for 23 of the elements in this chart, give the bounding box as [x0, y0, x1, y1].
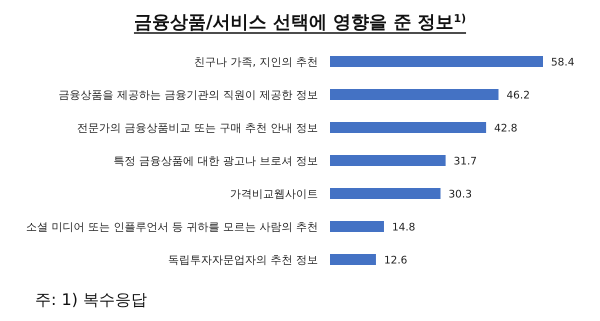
bar — [330, 89, 499, 100]
data-label: 31.7 — [454, 156, 478, 168]
data-label: 46.2 — [506, 90, 530, 102]
y-tick-label: 소셜 미디어 또는 인플루언서 등 귀하를 모르는 사람의 추천 — [26, 220, 318, 234]
bar — [330, 254, 376, 265]
y-tick-label: 독립투자자문업자의 추천 정보 — [168, 254, 318, 266]
data-label: 58.4 — [551, 56, 575, 68]
text: 주: 1) 복수응답 — [35, 290, 147, 309]
bar — [330, 221, 384, 232]
y-tick-label: 금융상품을 제공하는 금융기관의 직원이 제공한 정보 — [58, 88, 318, 102]
y-tick-label: 친구나 가족, 지인의 추천 — [194, 56, 318, 68]
bar — [330, 122, 486, 133]
chart-title: 금융상품/서비스 선택에 영향을 준 정보$^{1)}$ — [134, 12, 466, 33]
data-label: 12.6 — [384, 254, 408, 266]
data-label: 30.3 — [448, 188, 472, 200]
y-tick-label: 특정 금융상품에 대한 광고나 브로셔 정보 — [114, 154, 318, 168]
y-tick-label: 가격비교웹사이트 — [230, 188, 318, 200]
bar — [330, 155, 446, 166]
data-label: 42.8 — [494, 122, 518, 134]
data-label: 14.8 — [392, 222, 416, 234]
bar — [330, 188, 441, 199]
y-tick-label: 전문가의 금융상품비교 또는 구매 추천 안내 정보 — [77, 122, 318, 134]
bar — [330, 56, 543, 67]
